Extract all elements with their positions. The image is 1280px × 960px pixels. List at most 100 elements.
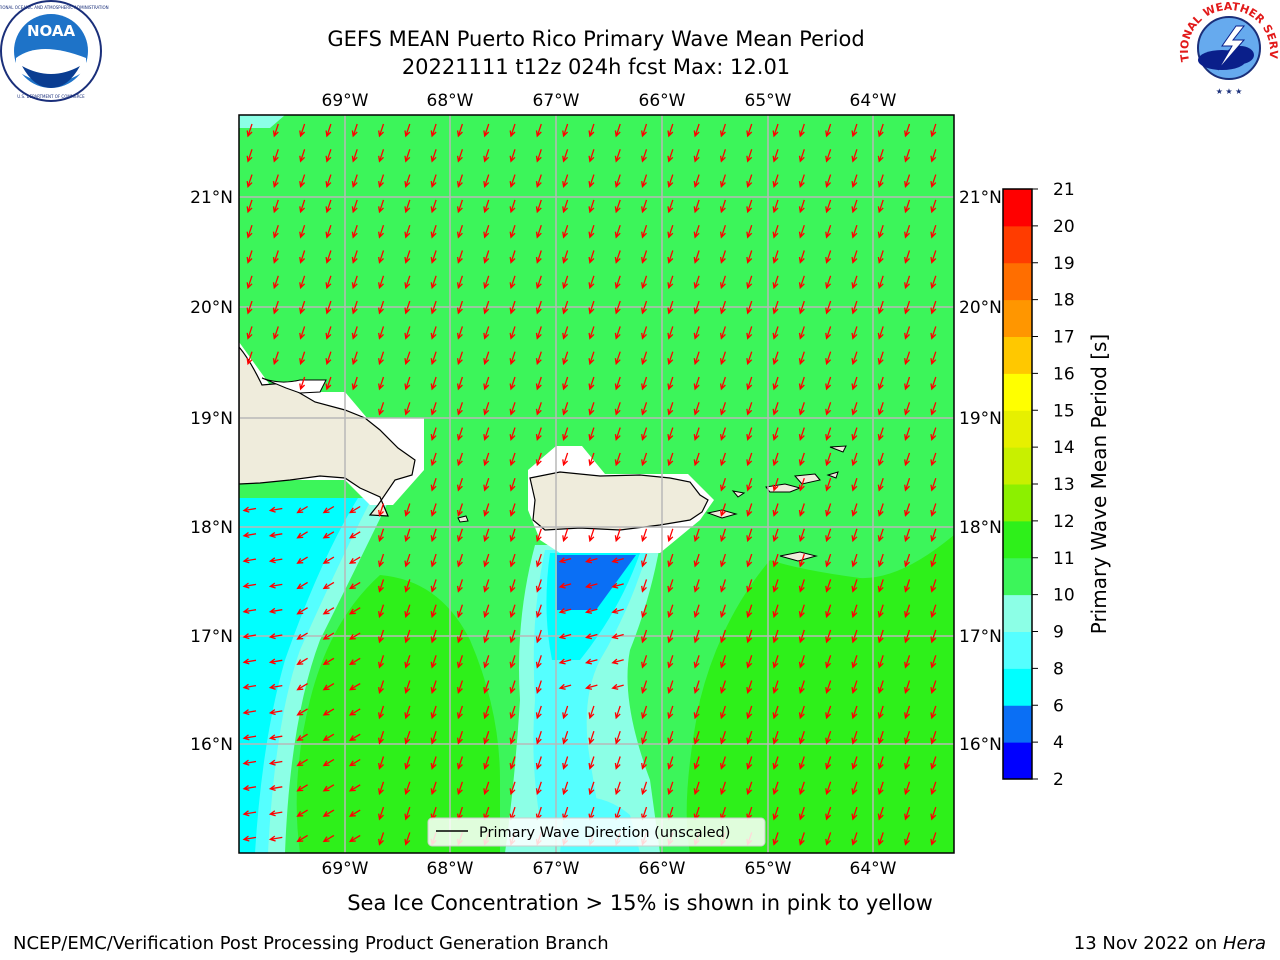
wave-arrow (693, 250, 700, 264)
wave-arrow (904, 705, 911, 720)
wave-arrow (930, 275, 937, 290)
wave-arrow (299, 250, 306, 264)
wave-arrow (930, 629, 937, 644)
wave-arrow (351, 300, 358, 315)
lon-tick-top: 65°W (745, 91, 792, 111)
wave-arrow (798, 123, 805, 138)
wave-arrow (509, 174, 516, 188)
wave-arrow (430, 655, 437, 669)
wave-arrow (272, 174, 279, 188)
wave-arrow (588, 730, 595, 745)
wave-arrow (535, 452, 542, 467)
land-culebra (731, 490, 746, 498)
wave-arrow (378, 832, 385, 846)
wave-arrow (798, 300, 805, 315)
wave-arrow (378, 224, 385, 239)
wave-arrow (851, 123, 858, 138)
wave-arrow (667, 452, 674, 467)
wave-arrow (404, 300, 411, 315)
wave-arrow (535, 579, 542, 593)
wave-arrow (904, 427, 911, 441)
wave-arrow (378, 781, 385, 796)
wave-arrow (535, 629, 542, 644)
wave-arrow (904, 452, 911, 467)
wave-arrow (825, 756, 832, 770)
wave-arrow (614, 224, 621, 239)
colorbar-tick-label: 16 (1053, 364, 1075, 384)
wave-arrow (456, 629, 464, 644)
wave-arrow (562, 452, 569, 467)
wave-arrow (242, 506, 257, 513)
wave-arrow (588, 275, 595, 290)
wave-arrow (719, 528, 727, 543)
wave-arrow (825, 604, 832, 619)
colorbar-tick-label: 14 (1053, 438, 1075, 458)
wave-arrow (877, 224, 884, 239)
wave-arrow (719, 224, 727, 239)
wave-arrow (798, 730, 805, 745)
wave-arrow (611, 582, 624, 589)
wave-arrow (772, 604, 779, 619)
wave-arrow (562, 224, 569, 239)
wave-arrow (509, 781, 516, 796)
wave-arrow (562, 300, 569, 315)
wave-arrow (430, 300, 437, 315)
wave-arrow (430, 275, 437, 290)
wave-arrow (719, 680, 727, 694)
wave-arrow (430, 326, 437, 340)
wave-arrow (877, 477, 884, 492)
wave-arrow (667, 199, 674, 214)
wave-arrow (299, 224, 306, 239)
colorbar-tick-label: 13 (1053, 475, 1075, 495)
wave-arrow (746, 326, 753, 340)
wave-arrow (825, 705, 832, 720)
wave-arrow (904, 402, 911, 416)
wave-arrow (351, 351, 358, 366)
wave-arrow (483, 528, 490, 543)
wave-arrow (246, 300, 253, 315)
wave-arrow (904, 629, 911, 644)
wave-arrow (798, 528, 805, 543)
wave-arrow (930, 199, 937, 214)
colorbar-tick-label: 18 (1053, 291, 1075, 311)
wave-arrow (535, 326, 542, 340)
wave-arrow (693, 275, 700, 290)
wave-arrow (378, 655, 385, 669)
wave-arrow (719, 756, 727, 770)
wave-arrow (404, 275, 411, 290)
wave-arrow (904, 326, 911, 340)
wave-arrow (877, 174, 884, 188)
wave-arrow (772, 781, 779, 796)
svg-text:★ ★ ★: ★ ★ ★ (1216, 87, 1243, 96)
wave-arrow (299, 174, 306, 188)
wave-arrow (378, 351, 385, 366)
wave-arrow (719, 199, 727, 214)
wave-arrow (588, 452, 595, 467)
wave-arrow (404, 730, 411, 745)
wave-arrow (562, 275, 569, 290)
wave-arrow (378, 149, 385, 163)
wave-arrow (242, 531, 257, 539)
noaa-logo-text: NOAA (27, 22, 76, 40)
wave-arrow (930, 224, 937, 239)
wave-arrow (430, 553, 437, 568)
wave-arrow (667, 528, 674, 543)
wave-arrow (877, 730, 884, 745)
wave-arrow (746, 376, 753, 391)
wave-arrow (268, 734, 283, 741)
land-st-croix (779, 551, 818, 562)
wave-arrow (483, 123, 490, 138)
map-plot: 69°W 68°W 67°W 66°W 65°W 64°W 69°W 68°W … (190, 91, 1002, 879)
wave-arrow (746, 224, 753, 239)
colorbar-tick-label: 10 (1053, 586, 1075, 606)
period-11-12-east (686, 535, 954, 853)
wave-arrow (641, 427, 648, 441)
lat-tick-right: 21°N (959, 188, 1002, 208)
wave-arrow (930, 351, 937, 366)
wave-arrow (558, 683, 572, 690)
wave-arrow (930, 781, 937, 796)
wave-arrow (378, 680, 385, 694)
wave-arrow (378, 300, 385, 315)
wave-arrow (667, 149, 674, 163)
wave-arrow (272, 300, 279, 315)
